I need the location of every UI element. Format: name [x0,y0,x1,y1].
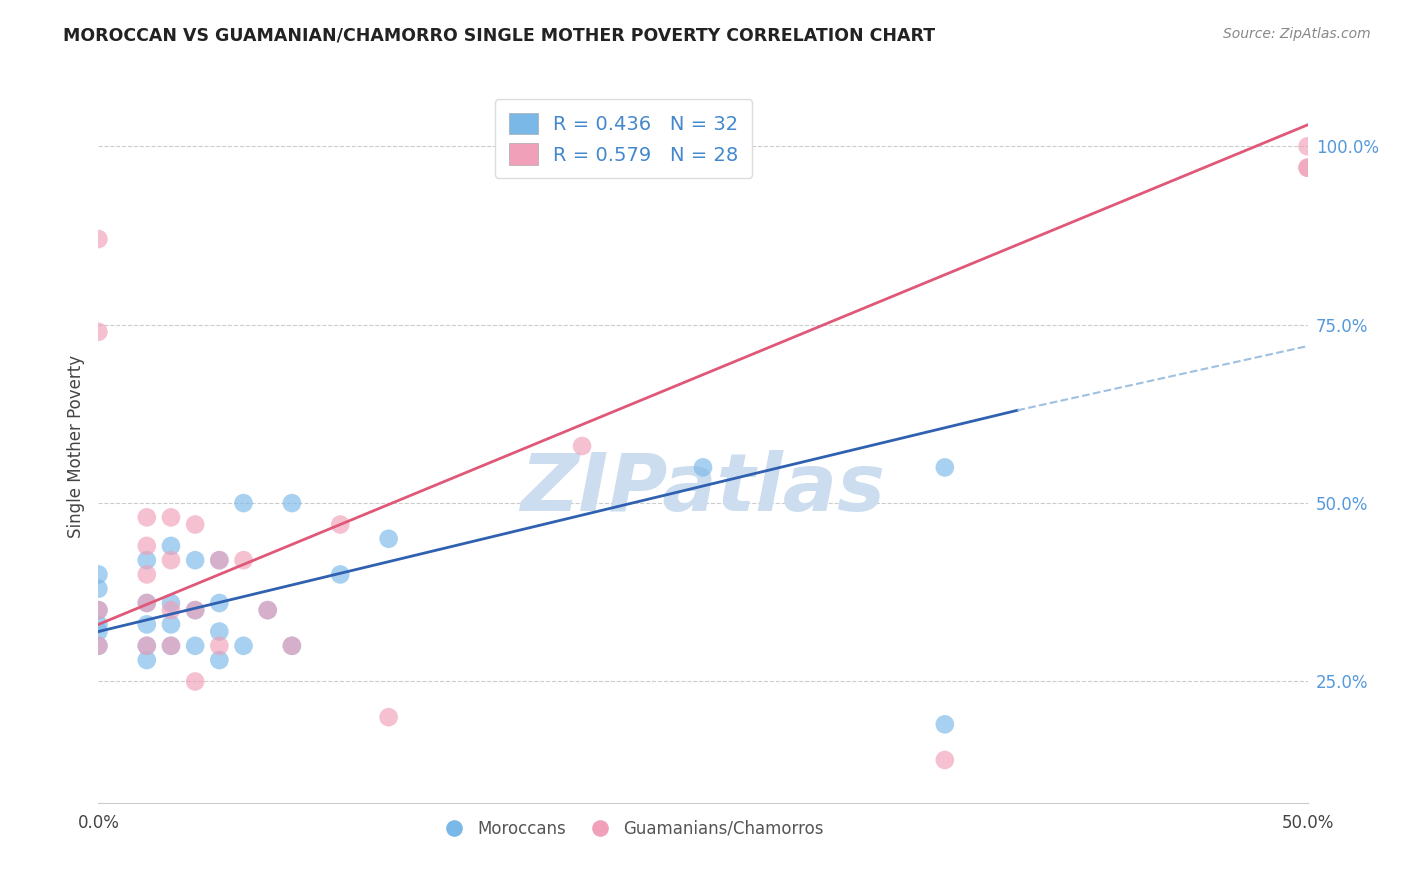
Point [256,603,278,617]
Point [135,653,157,667]
Point [329,517,352,532]
Point [692,460,714,475]
Point [232,553,254,567]
Point [160,639,183,653]
Text: Source: ZipAtlas.com: Source: ZipAtlas.com [1223,27,1371,41]
Point [256,603,278,617]
Point [934,460,956,475]
Point [281,496,304,510]
Point [208,624,231,639]
Point [160,617,183,632]
Point [160,539,183,553]
Point [281,639,304,653]
Legend: Moroccans, Guamanians/Chamorros: Moroccans, Guamanians/Chamorros [430,814,830,845]
Point [184,639,207,653]
Point [377,710,399,724]
Point [184,603,207,617]
Point [1296,139,1319,153]
Point [87,232,110,246]
Point [87,624,110,639]
Point [160,510,183,524]
Point [135,596,157,610]
Point [1296,161,1319,175]
Point [184,674,207,689]
Text: MOROCCAN VS GUAMANIAN/CHAMORRO SINGLE MOTHER POVERTY CORRELATION CHART: MOROCCAN VS GUAMANIAN/CHAMORRO SINGLE MO… [63,27,935,45]
Point [135,639,157,653]
Point [208,639,231,653]
Point [87,325,110,339]
Point [160,553,183,567]
Point [160,639,183,653]
Point [135,617,157,632]
Point [281,639,304,653]
Point [160,603,183,617]
Point [87,603,110,617]
Point [232,639,254,653]
Point [377,532,399,546]
Point [135,639,157,653]
Point [87,639,110,653]
Point [184,553,207,567]
Point [87,567,110,582]
Point [135,510,157,524]
Point [329,567,352,582]
Point [571,439,593,453]
Point [87,603,110,617]
Y-axis label: Single Mother Poverty: Single Mother Poverty [66,354,84,538]
Point [87,582,110,596]
Point [135,553,157,567]
Point [934,717,956,731]
Point [232,496,254,510]
Point [208,596,231,610]
Point [184,603,207,617]
Point [934,753,956,767]
Point [208,553,231,567]
Point [160,596,183,610]
Point [135,567,157,582]
Point [87,639,110,653]
Point [208,553,231,567]
Point [135,596,157,610]
Point [87,617,110,632]
Point [184,517,207,532]
Point [1296,161,1319,175]
Text: ZIPatlas: ZIPatlas [520,450,886,528]
Point [135,539,157,553]
Point [208,653,231,667]
